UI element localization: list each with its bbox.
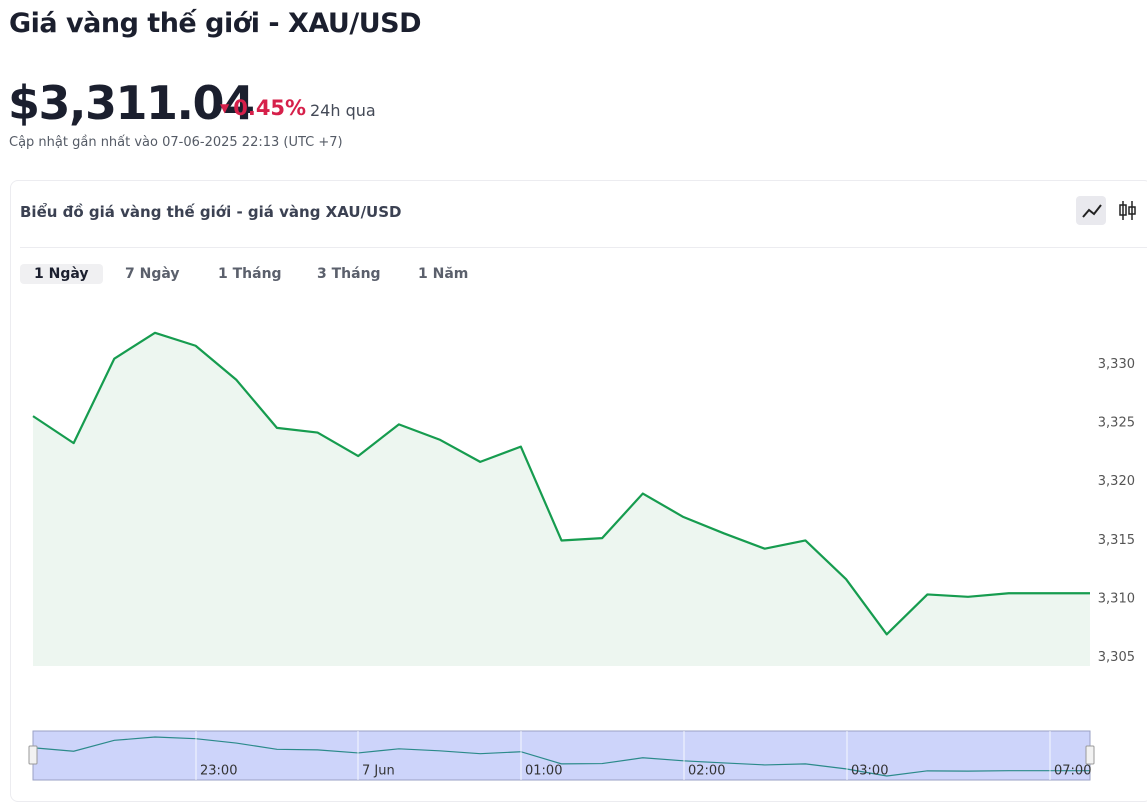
range-tab[interactable]: 1 Năm xyxy=(418,266,469,282)
y-tick-label: 3,315 xyxy=(1098,533,1135,548)
period: 24h qua xyxy=(310,101,376,120)
navigator-handle xyxy=(1085,745,1095,765)
price: $3,311.04 xyxy=(8,76,255,130)
navigator-handle xyxy=(28,745,38,765)
navigator-label: 23:00 xyxy=(200,764,237,779)
y-tick-label: 3,310 xyxy=(1098,591,1135,606)
range-tab[interactable]: 1 Tháng xyxy=(218,266,282,282)
page-title: Giá vàng thế giới - XAU/USD xyxy=(9,8,422,39)
updated-time: Cập nhật gần nhất vào 07-06-2025 22:13 (… xyxy=(9,135,343,150)
navigator-label: 02:00 xyxy=(688,764,725,779)
separator xyxy=(20,247,1147,248)
y-tick-label: 3,325 xyxy=(1098,416,1135,431)
price-line xyxy=(32,331,1090,636)
candle-icon[interactable] xyxy=(1119,201,1136,220)
range-tab[interactable]: 7 Ngày xyxy=(125,266,180,282)
card-title: Biểu đồ giá vàng thế giới - giá vàng XAU… xyxy=(20,203,402,221)
y-tick-label: 3,320 xyxy=(1098,474,1135,489)
y-tick-label: 3,305 xyxy=(1098,650,1135,665)
navigator-label: 01:00 xyxy=(525,764,562,779)
navigator-label: 03:00 xyxy=(851,764,888,779)
area xyxy=(33,332,1090,666)
navigator-label: 7 Jun xyxy=(362,764,395,779)
price-change: ▼ 0.45% xyxy=(220,96,306,120)
range-tab[interactable]: 3 Tháng xyxy=(317,266,381,282)
navigator-line xyxy=(32,736,1090,777)
y-tick-label: 3,330 xyxy=(1098,357,1135,372)
range-tab[interactable]: 1 Ngày xyxy=(20,264,103,284)
navigator-label: 07:00 xyxy=(1054,764,1091,779)
down-arrow: ▼ xyxy=(220,101,230,115)
line-icon xyxy=(1082,204,1102,218)
change-value: 0.45% xyxy=(233,96,307,120)
